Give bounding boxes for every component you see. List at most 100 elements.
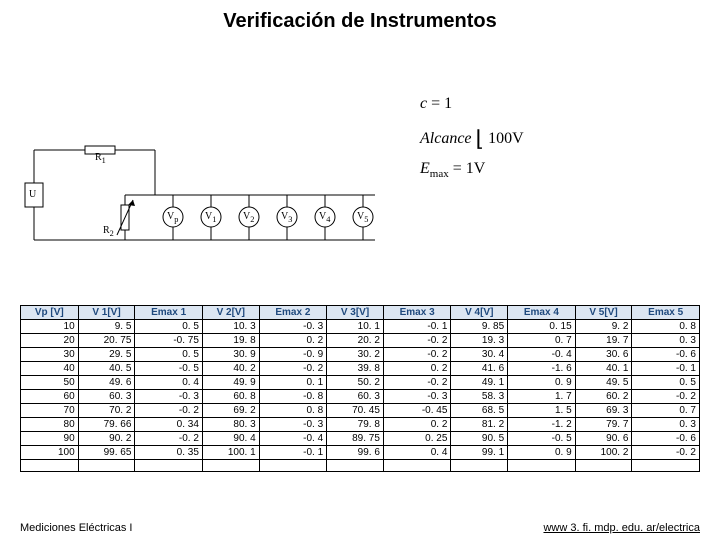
table-cell: -1. 2 [508, 418, 576, 432]
table-cell [78, 460, 135, 472]
table-cell: 10. 1 [327, 320, 384, 334]
table-header-cell: Emax 1 [135, 306, 203, 320]
table-cell [383, 460, 451, 472]
table-cell: 50 [21, 376, 79, 390]
table-header-cell: Emax 2 [259, 306, 327, 320]
table-cell: -0. 6 [632, 432, 700, 446]
table-cell: 79. 8 [327, 418, 384, 432]
table-cell: 69. 2 [202, 404, 259, 418]
table-cell: 10. 3 [202, 320, 259, 334]
table-cell: 41. 6 [451, 362, 508, 376]
table-cell: 60. 3 [78, 390, 135, 404]
table-cell: 49. 5 [575, 376, 632, 390]
table-row: 10099. 650. 35100. 1-0. 199. 60. 499. 10… [21, 446, 700, 460]
table-cell: 40. 2 [202, 362, 259, 376]
table-cell: 50. 2 [327, 376, 384, 390]
table-cell: 40. 1 [575, 362, 632, 376]
formulas-block: c = 1 Alcance ⌊ 100V Emax = 1V [420, 90, 524, 183]
table-cell: 0. 8 [632, 320, 700, 334]
table-cell: 100. 2 [575, 446, 632, 460]
table-cell [259, 460, 327, 472]
table-header-cell: V 5[V] [575, 306, 632, 320]
formula-alcance: Alcance ⌊ 100V [420, 117, 524, 154]
table-cell: 30. 9 [202, 348, 259, 362]
table-cell: 79. 7 [575, 418, 632, 432]
table-cell [575, 460, 632, 472]
table-cell: 0. 2 [259, 334, 327, 348]
table-cell: 29. 5 [78, 348, 135, 362]
table-cell: 99. 6 [327, 446, 384, 460]
table-cell: 1. 7 [508, 390, 576, 404]
table-cell: 0. 25 [383, 432, 451, 446]
table-cell: 90. 6 [575, 432, 632, 446]
table-cell: 58. 3 [451, 390, 508, 404]
table-cell: -0. 2 [383, 334, 451, 348]
table-cell: -0. 2 [383, 348, 451, 362]
table-header-cell: Vp [V] [21, 306, 79, 320]
table-cell: -0. 5 [508, 432, 576, 446]
table-header-cell: V 2[V] [202, 306, 259, 320]
formula-emax: Emax = 1V [420, 155, 524, 184]
table-row: 8079. 660. 3480. 3-0. 379. 80. 281. 2-1.… [21, 418, 700, 432]
table-cell: 0. 3 [632, 334, 700, 348]
footer-left: Mediciones Eléctricas I [20, 522, 133, 534]
footer-link[interactable]: www 3. fi. mdp. edu. ar/electrica [543, 522, 700, 534]
table-cell: 0. 3 [632, 418, 700, 432]
voltmeter-label: Vp [167, 211, 178, 224]
table-cell: -0. 1 [259, 446, 327, 460]
table-cell: 100. 1 [202, 446, 259, 460]
table-cell: 70. 45 [327, 404, 384, 418]
table-cell: 60. 3 [327, 390, 384, 404]
table-cell: 0. 7 [632, 404, 700, 418]
table-cell: 100 [21, 446, 79, 460]
voltmeter-label: V4 [319, 211, 330, 224]
table-row [21, 460, 700, 472]
table-cell: -0. 2 [632, 390, 700, 404]
table-cell: 68. 5 [451, 404, 508, 418]
table-cell: -0. 3 [259, 418, 327, 432]
table-cell: 70. 2 [78, 404, 135, 418]
table-cell [202, 460, 259, 472]
table-cell: 20. 75 [78, 334, 135, 348]
table-cell: -0. 3 [135, 390, 203, 404]
table-cell: -0. 5 [135, 362, 203, 376]
table-cell: 69. 3 [575, 404, 632, 418]
table-row: 3029. 50. 530. 9-0. 930. 2-0. 230. 4-0. … [21, 348, 700, 362]
table-header-row: Vp [V]V 1[V]Emax 1V 2[V]Emax 2V 3[V]Emax… [21, 306, 700, 320]
table-cell: -0. 2 [259, 362, 327, 376]
table-row: 5049. 60. 449. 90. 150. 2-0. 249. 10. 94… [21, 376, 700, 390]
table-cell: 30 [21, 348, 79, 362]
table-cell: 30. 4 [451, 348, 508, 362]
table-cell: -0. 2 [135, 432, 203, 446]
table-cell: 0. 7 [508, 334, 576, 348]
voltmeter-label: V2 [243, 211, 254, 224]
data-table-wrap: Vp [V]V 1[V]Emax 1V 2[V]Emax 2V 3[V]Emax… [20, 305, 700, 472]
table-cell: 80. 3 [202, 418, 259, 432]
table-cell: 70 [21, 404, 79, 418]
table-cell: 81. 2 [451, 418, 508, 432]
table-cell: -0. 6 [632, 348, 700, 362]
table-cell: -0. 3 [259, 320, 327, 334]
table-cell: 1. 5 [508, 404, 576, 418]
table-cell: -0. 2 [135, 404, 203, 418]
table-cell: -0. 9 [259, 348, 327, 362]
table-cell: 0. 4 [383, 446, 451, 460]
table-cell: 90 [21, 432, 79, 446]
table-header-cell: Emax 4 [508, 306, 576, 320]
table-cell: 0. 5 [135, 348, 203, 362]
table-cell: -0. 4 [259, 432, 327, 446]
table-cell: 30. 6 [575, 348, 632, 362]
table-cell: 9. 5 [78, 320, 135, 334]
table-row: 4040. 5-0. 540. 2-0. 239. 80. 241. 6-1. … [21, 362, 700, 376]
table-cell: 79. 66 [78, 418, 135, 432]
table-cell: 0. 9 [508, 446, 576, 460]
voltmeter-label: V3 [281, 211, 292, 224]
table-cell: 9. 85 [451, 320, 508, 334]
table-cell: -1. 6 [508, 362, 576, 376]
table-header-cell: V 4[V] [451, 306, 508, 320]
voltmeter-label: V1 [205, 211, 216, 224]
table-cell: -0. 2 [383, 376, 451, 390]
table-cell: 10 [21, 320, 79, 334]
table-cell [21, 460, 79, 472]
table-cell: 0. 35 [135, 446, 203, 460]
